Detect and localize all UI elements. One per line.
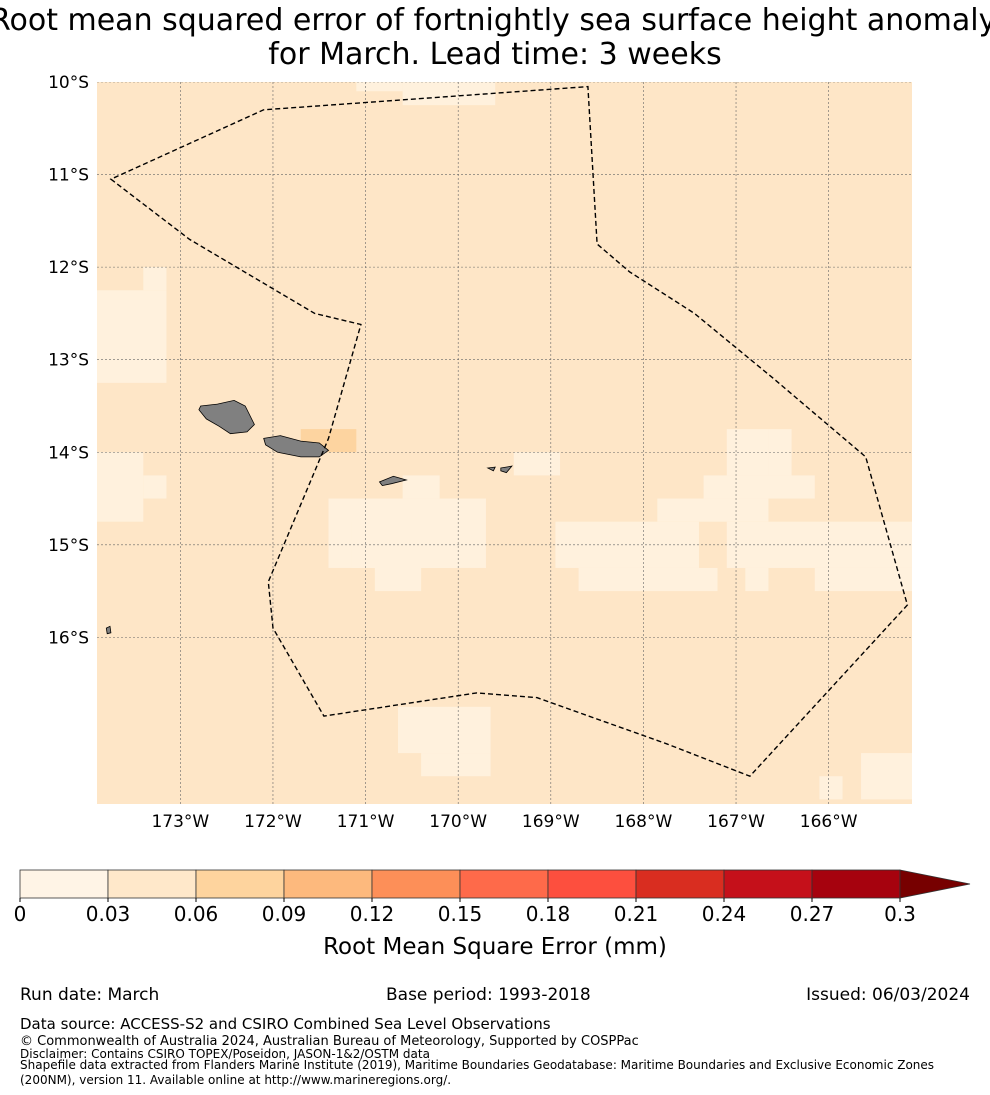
colorbar-bin	[371, 869, 461, 899]
chart-title: Root mean squared error of fortnightly s…	[0, 4, 990, 72]
data-source: Data source: ACCESS-S2 and CSIRO Combine…	[20, 1015, 551, 1033]
lat-tick-label: 12°S	[48, 258, 89, 278]
colorbar-tick-label: 0.15	[438, 902, 483, 926]
colorbar-tick-label: 0	[14, 902, 27, 926]
lat-tick-label: 16°S	[48, 628, 89, 648]
lon-tick-label: 169°W	[522, 812, 580, 832]
colorbar-tick-label: 0.09	[262, 902, 307, 926]
low-error-cell	[402, 82, 496, 106]
land-island	[263, 435, 330, 458]
land-island	[486, 466, 496, 472]
land-island	[105, 625, 112, 635]
low-error-cell	[374, 567, 422, 592]
lon-tick-label: 172°W	[244, 812, 302, 832]
colorbar-bin	[635, 869, 725, 899]
low-error-cell	[97, 452, 144, 522]
lon-tick-label: 170°W	[429, 812, 487, 832]
land-island	[378, 475, 408, 487]
colorbar-bin	[547, 869, 637, 899]
colorbar-bin	[195, 869, 285, 899]
lon-tick-label: 168°W	[615, 812, 673, 832]
low-error-cell	[578, 567, 718, 592]
low-error-cell	[657, 498, 769, 522]
eez-boundary	[109, 85, 909, 778]
title-line-1: Root mean squared error of fortnightly s…	[0, 3, 990, 38]
colorbar-tick-label: 0.24	[702, 902, 747, 926]
colorbar-tick-label: 0.03	[86, 902, 131, 926]
low-error-cell	[768, 429, 792, 476]
colorbar-label: Root Mean Square Error (mm)	[323, 934, 667, 960]
lat-tick-label: 15°S	[48, 536, 89, 556]
map-axes: 10°S 11°S 12°S 13°S 14°S 15°S 16°S 173°W 172°W 17…	[48, 73, 858, 832]
colorbar-tick-label: 0.18	[526, 902, 571, 926]
lat-tick-label: 14°S	[48, 443, 89, 463]
colorbar: 0 0.03 0.06 0.09 0.12 0.15 0.18 0.21 0.24 0.27 0.3	[14, 869, 971, 926]
colorbar-bin	[811, 869, 901, 899]
colorbar-bin	[723, 869, 813, 899]
colorbar-tick-label: 0.06	[174, 902, 219, 926]
low-error-cell	[814, 567, 912, 592]
colorbar-extend-arrow	[899, 869, 971, 899]
low-error-cell	[143, 267, 167, 291]
rmse-map: 10°S 11°S 12°S 13°S 14°S 15°S 16°S 173°W 172°W 17…	[14, 73, 971, 960]
low-error-cell	[397, 706, 491, 754]
lon-tick-label: 173°W	[151, 812, 209, 832]
lat-tick-label: 13°S	[48, 351, 89, 371]
low-error-cell	[402, 475, 440, 499]
land-island	[500, 465, 513, 474]
low-error-cell	[819, 776, 843, 800]
colorbar-tick-label: 0.27	[790, 902, 835, 926]
lon-tick-label: 171°W	[337, 812, 395, 832]
lon-tick-label: 167°W	[707, 812, 765, 832]
issued-date: Issued: 06/03/2024	[806, 985, 970, 1005]
lat-tick-label: 10°S	[48, 73, 89, 93]
colorbar-bin	[19, 869, 109, 899]
colorbar-bin	[107, 869, 197, 899]
shapefile-credit: Shapefile data extracted from Flanders M…	[20, 1058, 935, 1087]
disclaimer: Disclaimer: Contains CSIRO TOPEX/Poseido…	[20, 1047, 430, 1061]
copyright-notice: © Commonwealth of Australia 2024, Austra…	[20, 1034, 639, 1049]
colorbar-tick-label: 0.21	[614, 902, 659, 926]
colorbar-tick-label: 0.12	[350, 902, 395, 926]
low-error-cell	[356, 82, 403, 92]
low-error-cell	[861, 753, 912, 800]
low-error-cell	[555, 521, 699, 568]
low-error-cell	[703, 475, 815, 499]
title-line-2: for March. Lead time: 3 weeks	[268, 37, 722, 72]
run-date: Run date: March	[20, 985, 160, 1005]
base-period: Base period: 1993-2018	[386, 985, 591, 1005]
lat-tick-label: 11°S	[48, 166, 89, 186]
colorbar-bin	[459, 869, 549, 899]
low-error-cell	[513, 452, 561, 476]
low-error-cell	[97, 290, 167, 383]
colorbar-tick-label: 0.3	[884, 902, 916, 926]
map-plot-area	[97, 82, 912, 804]
lon-tick-label: 166°W	[800, 812, 858, 832]
low-error-cell	[143, 475, 167, 499]
colorbar-bin	[283, 869, 373, 899]
low-error-cell	[745, 567, 769, 592]
land-island	[198, 399, 255, 435]
low-error-cell	[421, 753, 491, 777]
